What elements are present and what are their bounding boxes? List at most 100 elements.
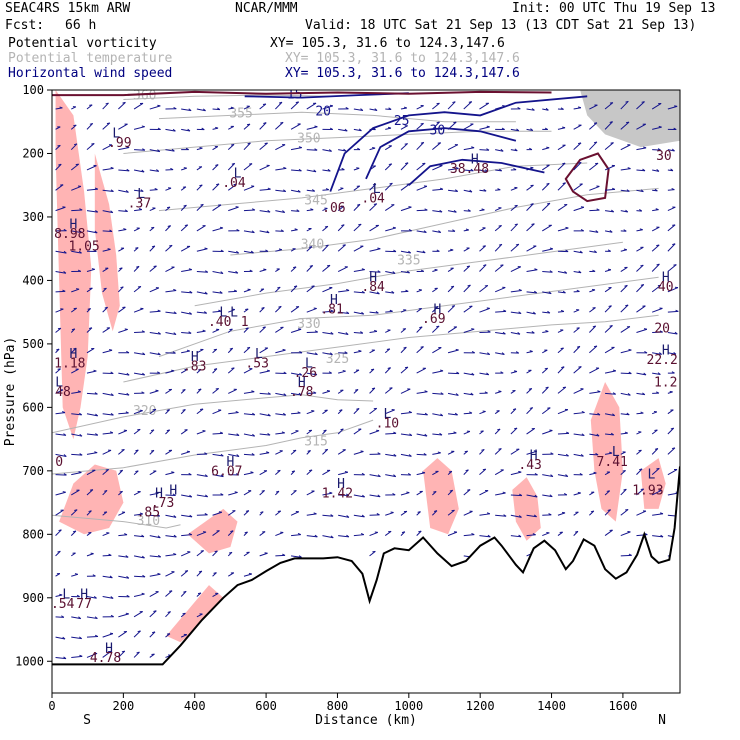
wind-vector — [447, 305, 456, 313]
wind-vector-head — [580, 229, 584, 232]
theta-contour-label: 315 — [304, 434, 327, 449]
wind-vector-head — [593, 250, 597, 253]
wind-vector-head — [137, 630, 141, 633]
wind-vector-head — [562, 126, 566, 129]
wind-vector-head — [62, 636, 66, 640]
wind-vector — [102, 306, 108, 313]
wind-vector — [510, 331, 521, 335]
wind-vector-head — [501, 352, 505, 355]
wind-vector-head — [94, 392, 98, 395]
wind-vector-head — [136, 265, 140, 268]
wind-vector — [400, 162, 409, 171]
wind-vector-head — [565, 453, 569, 457]
wind-vector — [463, 147, 475, 151]
wind-vector — [149, 470, 157, 476]
wind-vector — [55, 412, 66, 415]
wind-vector-head — [136, 651, 140, 654]
wind-vector — [542, 291, 552, 295]
wind-vector-head — [121, 650, 125, 653]
wind-vector-head — [673, 264, 677, 266]
wind-vector-head — [235, 410, 239, 414]
wind-vector — [102, 633, 114, 638]
wind-vector-head — [204, 513, 208, 516]
wind-vector-head — [204, 474, 208, 477]
wind-vector — [338, 289, 350, 293]
wind-vector-head — [126, 575, 130, 579]
wind-vector-head — [62, 289, 66, 292]
wind-vector-head — [141, 330, 145, 333]
wind-vector — [290, 266, 297, 272]
wind-vector-head — [562, 290, 566, 294]
wind-vector — [620, 531, 631, 537]
wind-vector-head — [420, 346, 424, 348]
wind-vector — [165, 149, 175, 152]
wind-vector-head — [655, 208, 659, 211]
wind-vector-head — [283, 189, 287, 192]
wind-vector-head — [173, 288, 177, 291]
extremum-label: L — [62, 587, 70, 602]
wind-vector — [196, 474, 208, 478]
wind-vector — [432, 306, 439, 313]
wind-vector — [463, 265, 471, 272]
wind-vector-head — [467, 209, 471, 212]
wind-vector-head — [297, 533, 301, 536]
wind-vector-head — [562, 162, 566, 165]
wind-vector-head — [548, 291, 552, 295]
wind-vector-head — [456, 371, 460, 375]
wind-vector — [71, 453, 83, 456]
wind-vector — [259, 210, 271, 213]
wind-vector — [102, 490, 108, 496]
wind-vector-head — [166, 429, 170, 432]
wind-vector-head — [153, 265, 157, 268]
wind-vector — [353, 204, 361, 211]
wind-vector — [526, 428, 536, 435]
wind-vector — [416, 142, 425, 151]
extremum-label: 22.2 — [647, 353, 678, 368]
wind-vector — [118, 123, 128, 130]
wind-vector — [620, 349, 632, 354]
wind-vector — [71, 391, 81, 394]
wind-vector-head — [251, 453, 255, 456]
wind-vector-head — [298, 392, 302, 396]
y-tick-label: 700 — [22, 464, 44, 478]
theta-contour-label: 310 — [137, 514, 160, 529]
wind-vector — [322, 189, 329, 191]
wind-vector-head — [387, 367, 391, 369]
wind-vector — [71, 230, 83, 234]
wind-vector — [526, 388, 533, 394]
wind-vector-head — [126, 594, 130, 598]
wind-vector — [432, 325, 440, 333]
wind-vector — [479, 102, 490, 110]
wind-vector — [589, 472, 597, 476]
wind-vector — [589, 413, 601, 416]
wind-vector — [259, 531, 266, 536]
wind-vector — [510, 371, 518, 374]
wind-vector-head — [518, 311, 522, 314]
wind-vector — [306, 307, 317, 313]
wind-vector — [542, 532, 550, 537]
wind-vector-head — [188, 533, 193, 536]
wind-vector — [165, 311, 177, 315]
wind-vector-head — [576, 345, 581, 348]
wind-vector-head — [62, 411, 66, 414]
wind-vector — [573, 412, 585, 415]
wind-vector-head — [109, 632, 114, 635]
wind-vector — [416, 230, 427, 234]
wind-vector-head — [138, 208, 143, 211]
wind-vector — [102, 532, 110, 537]
wind-vector-head — [252, 433, 256, 437]
wind-vector — [337, 224, 345, 232]
wind-vector — [212, 227, 224, 232]
theta-contour — [123, 314, 659, 383]
wind-vector-head — [150, 449, 155, 452]
wind-vector-head — [481, 208, 485, 211]
wind-vector — [384, 387, 393, 394]
y-tick-label: 500 — [22, 337, 44, 351]
wind-vector-head — [467, 489, 471, 491]
wind-vector-head — [93, 249, 97, 252]
wind-vector-head — [438, 230, 442, 233]
extremum-label: H — [369, 271, 377, 286]
wind-vector-head — [330, 309, 334, 312]
wind-vector — [275, 306, 282, 313]
wind-vector — [479, 227, 486, 232]
